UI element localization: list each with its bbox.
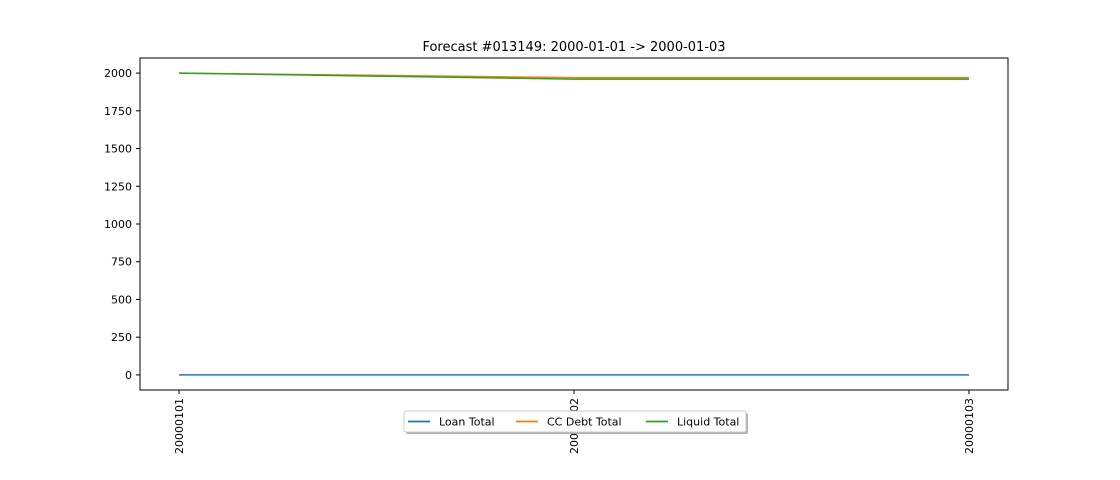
legend-label-liquid-total: Liquid Total [677,416,739,429]
y-tick-label: 1000 [104,218,132,231]
y-axis: 0 250 500 750 1000 1250 1500 1750 2000 [104,67,140,382]
series-line-liquid-total [178,72,969,80]
y-tick-label: 0 [125,369,132,382]
y-tick-label: 250 [111,331,132,344]
legend-label-cc-debt-total: CC Debt Total [547,416,622,429]
y-tick-label: 1250 [104,180,132,193]
y-tick-label: 2000 [104,67,132,80]
y-tick-label: 500 [111,293,132,306]
y-tick-label: 750 [111,256,132,269]
legend-box [403,410,747,433]
x-tick-label: 20000103 [963,398,976,454]
legend: Loan Total CC Debt Total Liquid Total [403,410,748,434]
series-lines [178,72,969,376]
y-tick-label: 1500 [104,143,132,156]
legend-label-loan-total: Loan Total [439,416,495,429]
chart-title: Forecast #013149: 2000-01-01 -> 2000-01-… [422,40,725,55]
y-tick-label: 1750 [104,105,132,118]
x-tick-label: 20000101 [173,398,186,454]
